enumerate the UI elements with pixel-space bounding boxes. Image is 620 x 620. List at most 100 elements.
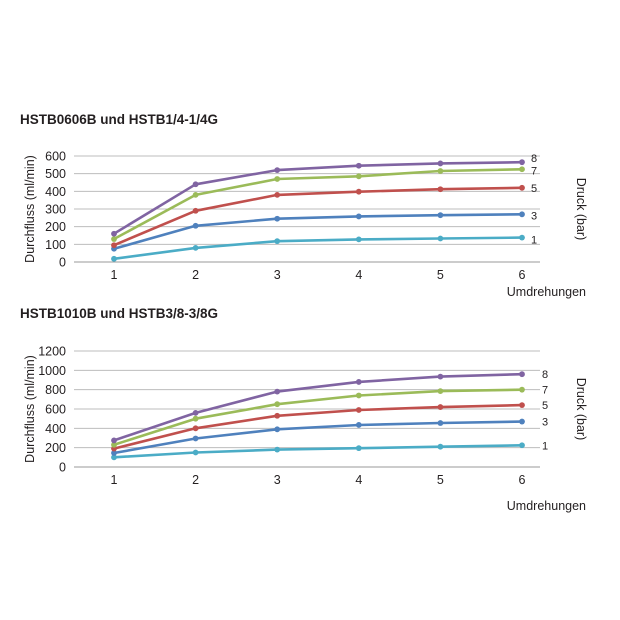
chart-1-series-3-point bbox=[274, 215, 281, 222]
chart-1-series-7-point bbox=[437, 168, 444, 174]
chart-2-series-7-point bbox=[355, 392, 362, 399]
chart-1-xaxis-label: Umdrehungen bbox=[507, 285, 586, 299]
chart-1-series-7-label: 7 bbox=[531, 165, 537, 177]
chart-2-series-1-line bbox=[113, 444, 523, 459]
chart-2-series-8-point bbox=[437, 373, 444, 380]
chart-2-series-8-point bbox=[111, 437, 117, 444]
chart-2-xtick-label: 3 bbox=[274, 473, 281, 487]
chart-1-series-1-point bbox=[274, 238, 281, 245]
chart-2-series-8-label: 8 bbox=[542, 369, 548, 381]
chart-2-xtick-label: 6 bbox=[519, 473, 526, 487]
chart-2-ytick-label: 1000 bbox=[38, 364, 66, 378]
chart-1-ytick-label: 0 bbox=[59, 256, 66, 270]
chart-1-series-5-label: 5 bbox=[531, 183, 537, 195]
chart-1-series-5-point bbox=[111, 242, 117, 249]
chart-2-series-1-point bbox=[192, 449, 199, 456]
chart-2-series-1-point bbox=[437, 443, 444, 450]
chart-2-xtick-label: 5 bbox=[437, 473, 444, 487]
chart-1-series-7-point bbox=[192, 191, 199, 198]
chart-2-series-5-point bbox=[519, 402, 525, 409]
chart-2-series-5-point bbox=[355, 407, 362, 413]
chart-2-series-3-point bbox=[111, 450, 117, 456]
chart-2-series-7-point bbox=[111, 441, 117, 448]
chart-1-series-7-point bbox=[274, 176, 281, 182]
chart-2-xaxis-label: Umdrehungen bbox=[507, 499, 586, 513]
chart-2-series-8-point bbox=[355, 379, 362, 385]
chart-2-series-5-point bbox=[437, 404, 444, 410]
chart-1-series-5-line bbox=[113, 186, 523, 247]
chart-2-series-3-label: 3 bbox=[542, 417, 548, 429]
chart-1-series-7-point bbox=[519, 166, 525, 173]
chart-1-yaxis-label: Durchfluss (ml/min) bbox=[23, 155, 37, 263]
chart-2-series-1-point bbox=[274, 446, 281, 453]
chart-1-series-8-point bbox=[519, 159, 525, 166]
chart-2-series-5-label: 5 bbox=[542, 400, 548, 412]
chart-2-xtick-label: 4 bbox=[355, 473, 362, 487]
chart-1-series-5-point bbox=[192, 207, 199, 214]
chart-2-series-3-point bbox=[355, 422, 362, 428]
chart-1-series-1-label: 1 bbox=[531, 235, 537, 247]
chart-1-xtick-label: 4 bbox=[355, 268, 362, 282]
chart-1-series-5-point bbox=[274, 191, 281, 198]
chart-1-ytick-label: 100 bbox=[45, 238, 66, 252]
chart-2-series-5-point bbox=[192, 425, 199, 432]
chart-1-ytick-label: 500 bbox=[45, 167, 66, 181]
chart-2-ytick-label: 800 bbox=[45, 383, 66, 397]
chart-2-series-8-line bbox=[113, 372, 523, 442]
chart-2-ytick-label: 600 bbox=[45, 403, 66, 417]
chart-2-series-3-point bbox=[192, 435, 199, 442]
chart-1-series-5-point bbox=[355, 188, 362, 195]
chart-1-xtick-label: 5 bbox=[437, 268, 444, 282]
chart-2-series-5-line bbox=[113, 403, 523, 450]
chart-2-series-3-line bbox=[113, 420, 523, 455]
chart-title-2: HSTB1010B und HSTB3/8-3/8G bbox=[20, 306, 219, 321]
chart-1-ytick-label: 400 bbox=[45, 185, 66, 199]
chart-2-y2axis-label: Druck (bar) bbox=[574, 378, 588, 441]
chart-1-series-3-point bbox=[355, 213, 362, 220]
chart-2-series-7-point bbox=[519, 386, 525, 393]
chart-title-1: HSTB0606B und HSTB1/4-1/4G bbox=[20, 112, 219, 127]
chart-2-series-3-point bbox=[519, 418, 525, 425]
chart-1-xtick-label: 6 bbox=[519, 268, 526, 282]
chart-1-svg: 0 100 200 300 400 500 600 1 2 3 4 5 6 Umdrehungen Durc… bbox=[23, 150, 588, 300]
chart-1-y2axis-label: Druck (bar) bbox=[574, 178, 588, 241]
chart-2-series-7-point bbox=[274, 401, 281, 408]
chart-1: 0 100 200 300 400 500 600 1 2 3 4 5 6 Umdrehungen Durc… bbox=[0, 136, 620, 302]
chart-1-ytick-label: 600 bbox=[45, 150, 66, 164]
chart-1-series-3-point bbox=[519, 211, 525, 218]
chart-2-series-3-point bbox=[274, 426, 281, 433]
chart-2-series-1-point bbox=[519, 442, 525, 449]
chart-1-series-1-point bbox=[192, 244, 199, 251]
chart-1-series-8-point bbox=[355, 162, 362, 169]
chart-1-xtick-label: 3 bbox=[274, 268, 281, 282]
chart-1-series-1-point bbox=[437, 235, 444, 242]
chart-2-series-1-point bbox=[111, 454, 117, 461]
chart-2: 0 200 400 600 800 1000 1200 1 2 3 4 5 6 Umdrehungen Du… bbox=[0, 329, 620, 520]
chart-1-series-1-point bbox=[519, 234, 525, 241]
chart-1-series-3-point bbox=[437, 212, 444, 219]
chart-2-series-1-label: 1 bbox=[542, 440, 548, 452]
chart-2-series-3-point bbox=[437, 420, 444, 426]
chart-1-series-7-point bbox=[111, 236, 117, 242]
chart-2-svg: 0 200 400 600 800 1000 1200 1 2 3 4 5 6 Umdrehungen Du… bbox=[23, 345, 588, 514]
chart-2-series-8-point bbox=[519, 371, 525, 378]
chart-1-series-1-point bbox=[111, 255, 117, 262]
chart-2-series-7-line bbox=[113, 388, 523, 447]
chart-1-series-7-line bbox=[113, 168, 523, 241]
chart-1-series-3-label: 3 bbox=[531, 210, 537, 222]
chart-1-series-8-point bbox=[437, 160, 444, 167]
chart-1-series-5-point bbox=[437, 186, 444, 193]
chart-2-xtick-label: 2 bbox=[192, 473, 199, 487]
chart-2-series-7-label: 7 bbox=[542, 385, 548, 397]
chart-2-series-7-point bbox=[437, 388, 444, 395]
chart-1-series-8-line bbox=[113, 160, 523, 235]
chart-1-series-8-point bbox=[192, 181, 199, 188]
chart-2-yaxis-label: Durchfluss (ml/min) bbox=[23, 355, 37, 463]
chart-2-xtick-label: 1 bbox=[111, 473, 118, 487]
chart-1-ytick-label: 300 bbox=[45, 203, 66, 217]
chart-1-series-1-point bbox=[355, 236, 362, 243]
chart-1-series-8-point bbox=[274, 167, 281, 174]
chart-1-series-8-point bbox=[111, 230, 117, 237]
chart-2-ytick-label: 0 bbox=[59, 461, 66, 475]
